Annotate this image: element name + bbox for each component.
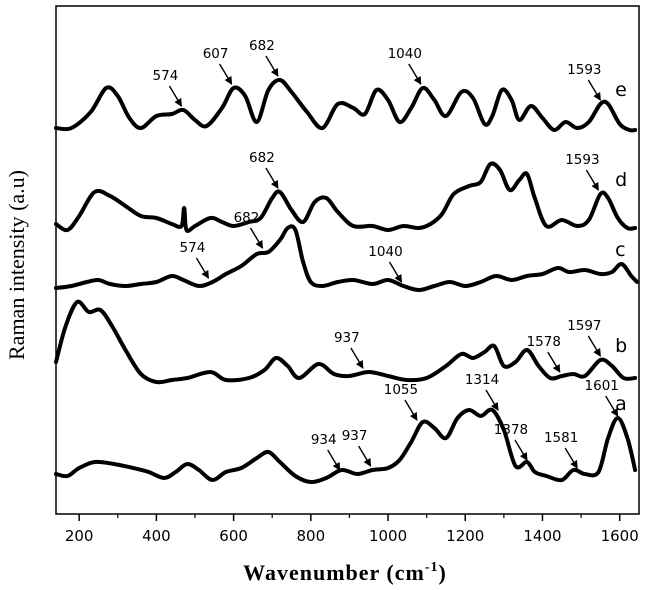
annotation-arrow-b-1578 xyxy=(547,351,561,373)
annotation-label-a-1378: 1378 xyxy=(494,422,528,438)
x-tick-label-400: 400 xyxy=(142,527,171,545)
plot-frame xyxy=(55,5,640,515)
annotation-label-e-1040: 1040 xyxy=(388,46,422,62)
series-line-d xyxy=(54,161,638,233)
annotation-arrow-e-607 xyxy=(219,63,233,85)
annotation-label-a-1314: 1314 xyxy=(465,372,499,388)
annotation-arrow-d-1593 xyxy=(585,169,599,191)
series-line-a xyxy=(54,407,638,485)
annotation-arrow-a-937 xyxy=(357,445,372,467)
annotation-arrow-a-1601 xyxy=(605,395,619,417)
y-axis-label: Raman intensity (a.u) xyxy=(4,170,29,360)
series-label-d: d xyxy=(615,169,627,191)
x-axis-label: Wavenumber (cm-1) xyxy=(243,560,447,585)
annotation-arrow-a-1378 xyxy=(514,439,528,461)
annotation-arrow-e-1593 xyxy=(587,79,601,101)
annotation-label-a-1055: 1055 xyxy=(384,382,418,398)
annotation-label-a-937: 937 xyxy=(342,428,368,444)
series-line-b xyxy=(54,299,638,385)
x-axis: 200 400 600 800 1000 1200 1400 1600 xyxy=(65,514,639,545)
x-tick-label-1400: 1400 xyxy=(523,527,561,545)
annotation-arrow-b-937 xyxy=(350,347,364,369)
series-line-e xyxy=(54,78,638,133)
annotation-label-c-682: 682 xyxy=(234,210,260,226)
series-layer: a b c d e xyxy=(54,78,640,485)
annotation-label-c-1040: 1040 xyxy=(368,244,402,260)
x-tick-label-600: 600 xyxy=(219,527,248,545)
annotation-label-a-1601: 1601 xyxy=(585,378,619,394)
x-tick-label-200: 200 xyxy=(65,527,94,545)
annotation-arrow-c-574 xyxy=(195,257,210,279)
annotation-arrow-a-934 xyxy=(327,449,341,471)
series-line-c xyxy=(54,224,640,292)
annotation-arrow-a-1055 xyxy=(404,399,418,421)
annotation-label-b-1597: 1597 xyxy=(567,318,601,334)
annotation-label-e-607: 607 xyxy=(203,46,229,62)
annotation-label-c-574: 574 xyxy=(180,240,206,256)
series-label-b: b xyxy=(615,335,627,357)
series-label-a: a xyxy=(615,393,627,415)
annotation-arrow-e-1040 xyxy=(408,63,422,85)
annotation-label-e-1593: 1593 xyxy=(567,62,601,78)
x-axis-label-main: Wavenumber (cm xyxy=(243,560,425,585)
annotation-label-d-682: 682 xyxy=(249,150,275,166)
x-tick-label-1600: 1600 xyxy=(601,527,639,545)
annotation-label-a-934: 934 xyxy=(311,432,337,448)
annotation-arrow-e-682 xyxy=(265,55,279,77)
annotation-layer: 934 937 1055 1314 1378 1581 1601 937 1578 1597 574… xyxy=(153,38,619,471)
x-tick-label-1200: 1200 xyxy=(446,527,484,545)
annotation-arrow-d-682 xyxy=(265,167,279,189)
annotation-label-b-1578: 1578 xyxy=(527,334,561,350)
annotation-arrow-c-1040 xyxy=(388,261,403,283)
annotation-arrow-e-574 xyxy=(168,85,183,107)
annotation-label-d-1593: 1593 xyxy=(565,152,599,168)
series-label-c: c xyxy=(615,239,625,261)
annotation-arrow-c-682 xyxy=(249,227,264,249)
annotation-label-a-1581: 1581 xyxy=(544,430,578,446)
x-tick-label-800: 800 xyxy=(297,527,326,545)
annotation-arrow-a-1314 xyxy=(485,389,499,411)
annotation-arrow-a-1581 xyxy=(564,447,578,469)
annotation-label-b-937: 937 xyxy=(334,330,360,346)
annotation-label-e-574: 574 xyxy=(153,68,179,84)
x-axis-label-close: ) xyxy=(438,560,446,585)
annotation-label-e-682: 682 xyxy=(249,38,275,54)
x-tick-label-1000: 1000 xyxy=(369,527,407,545)
x-axis-label-superscript: -1 xyxy=(425,560,439,575)
annotation-arrow-b-1597 xyxy=(587,335,601,357)
series-label-e: e xyxy=(615,79,627,101)
